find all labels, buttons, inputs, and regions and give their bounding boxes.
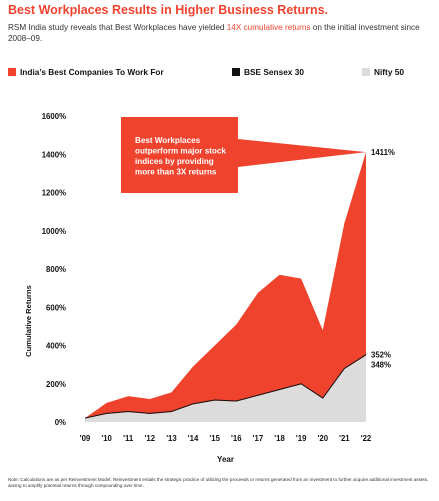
x-tick-label: '19 [296,434,307,443]
x-axis-label: Year [217,455,234,464]
y-tick-label: 1400% [42,150,66,159]
x-tick-label: '13 [166,434,177,443]
y-tick-label: 1600% [42,112,66,121]
callout-box [121,117,238,193]
legend-swatch-sensex [232,68,240,76]
x-tick-label: '21 [339,434,350,443]
subtitle-text-end: on the initial investment since 2008–09. [8,23,420,43]
y-tick-label: 400% [46,342,66,351]
y-tick-label: 600% [46,303,66,312]
x-tick-label: '22 [361,434,372,443]
x-tick-label: '12 [145,434,156,443]
x-tick-label: '09 [80,434,91,443]
end-value-label: 348% [371,361,391,370]
callout-pointer [238,139,366,167]
area-nifty-50 [85,355,366,422]
callout-text-line: more than 3X returns [135,168,217,177]
subtitle-text-start: RSM India study reveals that Best Workpl… [8,23,227,32]
line-bse-sensex-30 [84,354,367,419]
callout-text-line: indices by providing [135,157,214,166]
legend-item-sensex: BSE Sensex 30 [232,67,304,77]
y-tick-label: 1200% [42,189,66,198]
x-tick-label: '18 [274,434,285,443]
legend-label-sensex: BSE Sensex 30 [244,67,304,77]
footnote: Note: Calculations are as per Reinvestme… [8,477,429,488]
legend-item-best-companies: India’s Best Companies To Work For [8,67,164,77]
end-value-label: 1411% [371,148,395,157]
callout-text-line: Best Workplaces [135,136,201,145]
x-tick-label: '20 [318,434,329,443]
end-value-label: 352% [371,351,391,360]
chart-subtitle: RSM India study reveals that Best Workpl… [8,22,428,44]
y-tick-label: 200% [46,380,66,389]
x-tick-label: '10 [101,434,112,443]
callout-text-line: outperform major stock [135,147,226,156]
legend-label-nifty: Nifty 50 [374,67,404,77]
x-tick-label: '15 [209,434,220,443]
x-tick-label: '14 [188,434,199,443]
y-tick-label: 800% [46,265,66,274]
legend-label-best-companies: India’s Best Companies To Work For [20,67,164,77]
legend-swatch-best-companies [8,68,16,76]
legend-swatch-nifty [362,68,370,76]
chart-legend: India’s Best Companies To Work For BSE S… [0,67,439,79]
x-tick-label: '16 [231,434,242,443]
y-tick-label: 1000% [42,227,66,236]
area-best-companies [85,152,366,423]
x-tick-label: '17 [253,434,264,443]
subtitle-highlight: 14X cumulative returns [226,23,311,32]
y-tick-label: 0% [55,418,66,427]
chart-title: Best Workplaces Results in Higher Busine… [8,3,329,17]
x-tick-label: '11 [123,434,134,443]
y-axis-label: Cumulative Returns [24,285,33,357]
legend-item-nifty: Nifty 50 [362,67,404,77]
